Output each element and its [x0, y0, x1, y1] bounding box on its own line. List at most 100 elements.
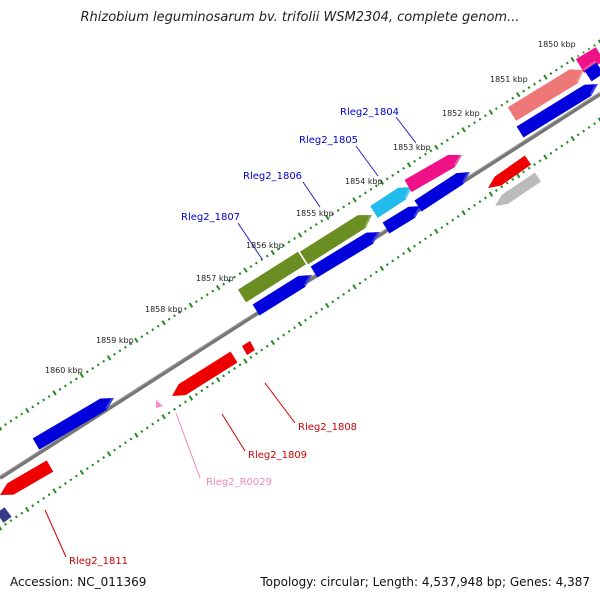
- tick-mark: [222, 282, 226, 286]
- tick-mark: [0, 526, 3, 531]
- gene-label-rleg2-1808[interactable]: Rleg2_1808: [298, 422, 357, 433]
- tick-mark: [145, 426, 149, 430]
- tick-mark: [325, 302, 330, 309]
- tick-mark: [484, 114, 487, 118]
- gene-label-rleg2-1806[interactable]: Rleg2_1806: [243, 171, 302, 182]
- tick-mark: [91, 366, 95, 370]
- tick-mark: [336, 208, 340, 212]
- tick-mark: [379, 179, 385, 186]
- tick-mark: [434, 144, 439, 150]
- genome-title: Rhizobium leguminosarum bv. trifolii WSM…: [80, 10, 520, 25]
- gene-label-rleg2-1804[interactable]: Rleg2_1804: [340, 107, 399, 118]
- tick-mark: [331, 300, 335, 304]
- tick-mark: [156, 418, 160, 422]
- callout-rleg2-1807: [237, 222, 263, 260]
- tick-mark: [129, 342, 133, 346]
- tick-mark: [161, 414, 166, 420]
- gene-rleg2-1808[interactable]: [242, 341, 255, 355]
- gene-arrow-body: [0, 507, 12, 523]
- tick-mark: [533, 163, 536, 166]
- tick-mark: [161, 320, 166, 326]
- tick-mark: [515, 91, 521, 98]
- callouts-layer: [44, 116, 417, 558]
- tick-mark: [184, 400, 187, 404]
- tick-mark: [424, 152, 427, 156]
- accession-text: Accession: NC_011369: [10, 575, 147, 589]
- tick-mark: [456, 131, 460, 135]
- tick-mark: [25, 407, 30, 414]
- tick-mark: [358, 194, 362, 198]
- tick-mark: [576, 133, 580, 137]
- gene-label-rleg2-1809[interactable]: Rleg2_1809: [248, 450, 307, 461]
- tick-label: 1854 kbp: [345, 177, 383, 186]
- gene-rleg2-1804[interactable]: [403, 152, 462, 193]
- tick-mark: [429, 233, 433, 237]
- gene-salmon[interactable]: [506, 67, 584, 121]
- gene-arrow-bevel: [309, 229, 380, 267]
- tick-label: 1857 kbp: [196, 274, 234, 283]
- gene-gray[interactable]: [493, 170, 542, 206]
- tick-mark: [260, 348, 264, 352]
- gene-label-rleg2-1807[interactable]: Rleg2_1807: [181, 212, 240, 223]
- callout-rleg2-1809: [221, 413, 246, 452]
- gene-rleg2-1809[interactable]: [170, 349, 238, 396]
- gene-rleg2-1811[interactable]: [0, 458, 54, 495]
- gene-label-rleg2-1805[interactable]: Rleg2_1805: [299, 135, 358, 146]
- tick-mark: [205, 385, 209, 389]
- tick-mark: [582, 129, 586, 133]
- tick-mark: [402, 166, 406, 170]
- tick-label: 1858 kbp: [145, 305, 183, 314]
- tick-mark: [488, 109, 494, 115]
- tick-mark: [570, 135, 575, 142]
- gene-arrow-bevel: [368, 184, 412, 207]
- tick-mark: [543, 74, 548, 80]
- tick-mark: [0, 426, 3, 431]
- gene-rleg2-1807[interactable]: [236, 249, 307, 303]
- tick-mark: [429, 149, 433, 153]
- gene-arrow-body: [404, 154, 462, 193]
- gene-arrow-body: [252, 275, 312, 316]
- tick-mark: [52, 390, 57, 396]
- tick-mark: [9, 519, 13, 523]
- tick-mark: [347, 201, 351, 205]
- tick-mark: [597, 39, 600, 44]
- gene-arrow-body: [516, 84, 598, 138]
- tick-mark: [85, 370, 89, 374]
- tick-mark: [102, 456, 106, 459]
- gene-arrow-body: [370, 187, 412, 218]
- tick-mark: [522, 89, 526, 93]
- gene-red-top[interactable]: [486, 153, 532, 188]
- tick-mark: [238, 363, 242, 367]
- gene-rleg2-1805[interactable]: [368, 184, 412, 218]
- gene-navy-edge[interactable]: [0, 505, 12, 523]
- tick-mark: [265, 254, 269, 258]
- tick-mark: [445, 138, 449, 142]
- gene-blue-a[interactable]: [251, 272, 312, 316]
- tick-mark: [500, 103, 504, 107]
- gene-blue-e[interactable]: [515, 81, 598, 138]
- gene-blue-d[interactable]: [413, 169, 470, 212]
- gene-blue-edge[interactable]: [583, 60, 600, 82]
- inner-tick-track: [0, 117, 600, 531]
- gene-rleg2-r0029[interactable]: [156, 400, 163, 408]
- gene-label-rleg2-r0029[interactable]: Rleg2_R0029: [206, 477, 272, 488]
- tick-mark: [20, 511, 24, 515]
- tick-mark: [118, 444, 122, 448]
- tick-mark: [527, 166, 531, 170]
- tick-mark: [222, 374, 226, 378]
- gene-blue-f[interactable]: [31, 395, 115, 450]
- tick-mark: [325, 214, 330, 221]
- gene-label-rleg2-1811[interactable]: Rleg2_1811: [69, 556, 128, 567]
- gene-blue-b[interactable]: [309, 229, 380, 278]
- tick-mark: [64, 384, 67, 388]
- tick-mark: [42, 398, 46, 402]
- callout-rleg2-1805: [355, 145, 379, 177]
- tick-mark: [227, 279, 231, 283]
- tick-mark: [293, 326, 296, 330]
- tick-mark: [565, 140, 569, 144]
- tick-mark: [304, 318, 307, 322]
- tick-mark: [215, 376, 221, 383]
- gene-rleg2-1806[interactable]: [298, 212, 372, 265]
- tick-mark: [320, 219, 324, 223]
- tick-mark: [134, 432, 139, 438]
